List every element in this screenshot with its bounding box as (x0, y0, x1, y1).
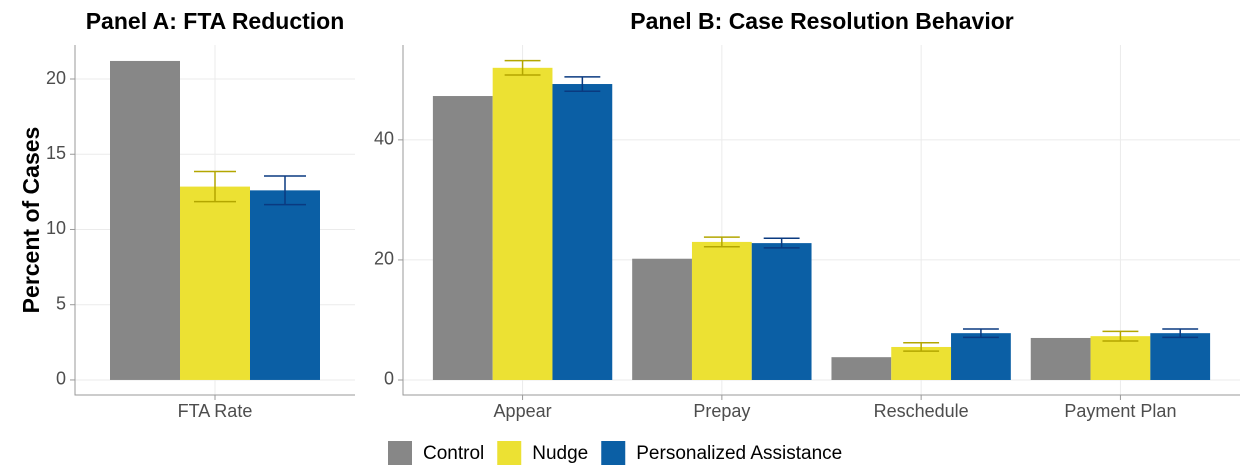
error-bar (903, 342, 940, 352)
error-bar (504, 59, 541, 76)
y-tick-label: 5 (56, 293, 66, 313)
bar (1030, 337, 1091, 380)
legend-swatch (388, 441, 412, 465)
x-tick-label: Appear (494, 401, 552, 421)
y-tick-label: 10 (46, 218, 66, 238)
x-tick-label: Prepay (693, 401, 750, 421)
bar (891, 346, 952, 380)
error-bar (264, 175, 306, 206)
x-tick-label: FTA Rate (178, 401, 253, 421)
error-bar (763, 237, 800, 249)
error-bar (962, 328, 999, 339)
bar (552, 84, 613, 380)
error-bar (194, 170, 236, 203)
bar (180, 186, 250, 380)
bar (751, 243, 812, 380)
chart-title: Panel A: FTA Reduction (86, 8, 345, 34)
y-tick-label: 0 (384, 369, 394, 389)
x-tick-label: Reschedule (874, 401, 969, 421)
error-bar (1102, 330, 1139, 342)
y-tick-label: 0 (56, 369, 66, 389)
axis-line (74, 45, 355, 396)
bar (1150, 333, 1211, 380)
axis-line (402, 45, 1240, 396)
y-tick-label: 15 (46, 143, 66, 163)
error-bar (703, 236, 740, 248)
bar (691, 241, 752, 380)
bar (110, 60, 180, 380)
chart-title: Panel B: Case Resolution Behavior (630, 8, 1013, 34)
legend-label: Nudge (532, 443, 588, 464)
y-tick-label: 20 (374, 249, 394, 269)
bar (632, 258, 692, 380)
legend-swatch (497, 441, 522, 465)
y-tick-label: 20 (46, 68, 66, 88)
bar (831, 357, 892, 380)
x-tick-label: Payment Plan (1064, 401, 1176, 421)
bar (432, 96, 493, 380)
bar (1090, 336, 1151, 380)
error-bar (1162, 328, 1199, 339)
bar (492, 67, 553, 380)
y-axis-label: Percent of Cases (18, 127, 44, 314)
legend-label: Control (423, 443, 484, 464)
legend-swatch (601, 441, 626, 465)
bar (951, 333, 1011, 380)
error-bar (564, 76, 601, 92)
y-tick-label: 40 (374, 129, 394, 149)
legend-label: Personalized Assistance (636, 443, 842, 464)
bar (250, 190, 320, 380)
